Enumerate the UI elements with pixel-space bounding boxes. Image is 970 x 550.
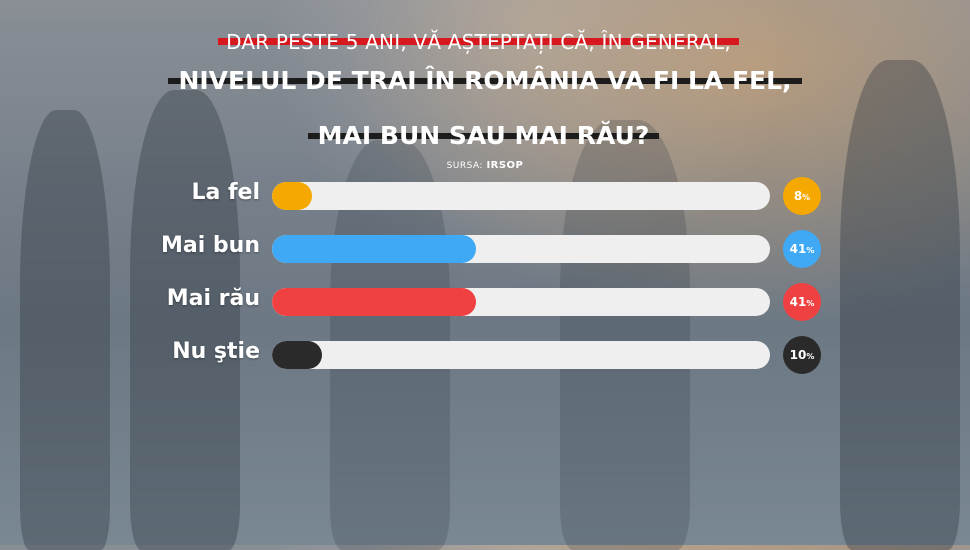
background-figure <box>840 60 960 550</box>
bar-mai-bun <box>272 235 477 263</box>
bar-la-fel <box>272 182 312 210</box>
bar-nu-stie <box>272 341 322 369</box>
value-label: 41 <box>789 295 807 309</box>
background-figure <box>20 110 110 550</box>
category-label-nu-stie: Nu ştie <box>172 339 260 364</box>
value-badge-la-fel: 8% <box>783 177 821 215</box>
value-label: 8 <box>793 189 803 203</box>
value-unit: % <box>806 352 815 361</box>
bar-track-la-fel <box>272 182 770 210</box>
category-label-mai-bun: Mai bun <box>160 233 260 258</box>
value-badge-nu-stie: 10% <box>783 336 821 374</box>
bar-track-nu-stie <box>272 341 770 369</box>
bar-track-mai-rau <box>272 288 770 316</box>
category-label-la-fel: La fel <box>191 180 260 205</box>
category-label-mai-rau: Mai rău <box>166 286 260 311</box>
value-unit: % <box>802 193 811 202</box>
background-figure <box>130 90 240 550</box>
value-badge-mai-rau: 41% <box>783 283 821 321</box>
source-credit: SURSA: IRSOP <box>0 160 970 171</box>
bar-mai-rau <box>272 288 477 316</box>
source-prefix: SURSA: <box>446 161 484 171</box>
value-label: 41 <box>789 242 807 256</box>
value-badge-mai-bun: 41% <box>783 230 821 268</box>
bar-track-mai-bun <box>272 235 770 263</box>
value-label: 10 <box>789 348 807 362</box>
value-unit: % <box>806 246 815 255</box>
value-unit: % <box>806 299 815 308</box>
source-name: IRSOP <box>486 160 524 171</box>
